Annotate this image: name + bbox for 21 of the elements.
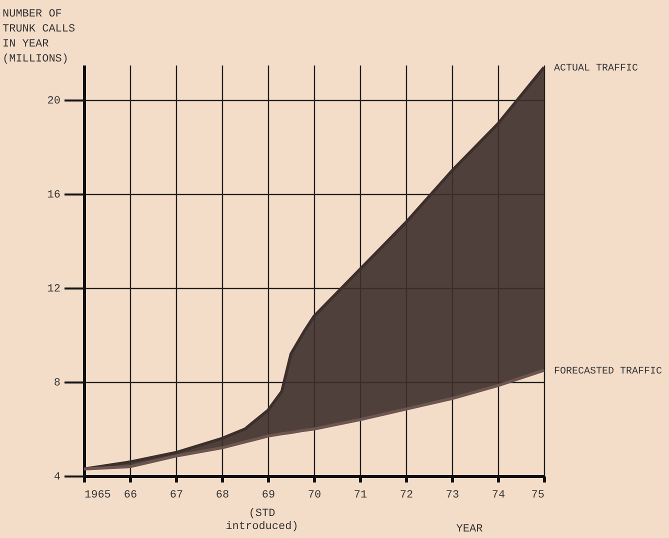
x-tick-label: 68 — [216, 490, 230, 502]
x-tick-label: 67 — [170, 490, 184, 502]
series-label: FORECASTED TRAFFIC — [554, 366, 662, 378]
x-tick-label: 70 — [308, 490, 322, 502]
text: (STD introduced) — [226, 508, 298, 533]
x-tick-label: 71 — [354, 490, 368, 502]
y-tick-label: 12 — [47, 284, 60, 296]
x-tick-label: 72 — [400, 490, 414, 502]
y-tick-label: 4 — [54, 472, 61, 484]
y-tick-label: 8 — [54, 378, 60, 390]
x-tick-label: 75 — [531, 490, 544, 502]
x-tick-label: 74 — [492, 490, 506, 502]
x-tick-label: 1965 — [84, 490, 111, 502]
x-axis-title: YEAR — [456, 524, 484, 536]
x-tick-label: 69 — [262, 490, 276, 502]
y-tick-label: 16 — [47, 190, 60, 202]
x-tick-label: 73 — [446, 490, 460, 502]
y-axis-title: NUMBER OF TRUNK CALLS IN YEAR (MILLIONS) — [2, 8, 76, 66]
series-label: ACTUAL TRAFFIC — [554, 63, 638, 74]
x-tick-label: 66 — [124, 490, 138, 502]
y-tick-label: 20 — [47, 96, 60, 108]
